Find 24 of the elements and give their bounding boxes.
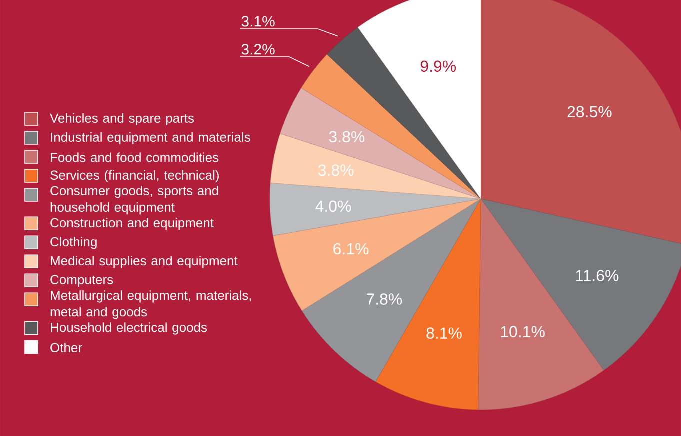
data-label: 3.8%	[318, 164, 354, 176]
legend-label: Construction and equipment	[50, 218, 214, 230]
legend-label: Metallurgical equipment, materials, metal and goods	[50, 290, 252, 320]
legend-label: Consumer goods, sports and household equipment	[50, 186, 218, 215]
legend-label: Industrial equipment and materials	[51, 132, 250, 145]
data-label: 28.5%	[568, 106, 612, 118]
legend-label: Vehicles and spare parts	[50, 113, 194, 126]
data-label: 8.1%	[426, 328, 462, 339]
legend-label: Medical supplies and equipment	[51, 256, 238, 268]
legend-label: Clothing	[50, 237, 97, 250]
data-label: 11.6%	[576, 270, 619, 282]
data-label: 7.8%	[366, 294, 402, 305]
legend-label: Computers	[50, 275, 114, 287]
legend-label: Other	[50, 342, 82, 352]
data-label: 3.2%	[242, 44, 275, 55]
data-label: 4.0%	[316, 200, 352, 212]
legend-label: Household electrical goods	[51, 322, 208, 335]
legend-label: Services (financial, technical)	[50, 170, 219, 183]
data-label: 3.8%	[329, 131, 365, 143]
data-label: 6.1%	[334, 243, 369, 255]
data-label: 10.1%	[501, 326, 545, 338]
data-label: 3.1%	[242, 16, 275, 27]
data-label: 9.9%	[420, 60, 456, 72]
legend-label: Foods and food commodities	[51, 152, 219, 162]
